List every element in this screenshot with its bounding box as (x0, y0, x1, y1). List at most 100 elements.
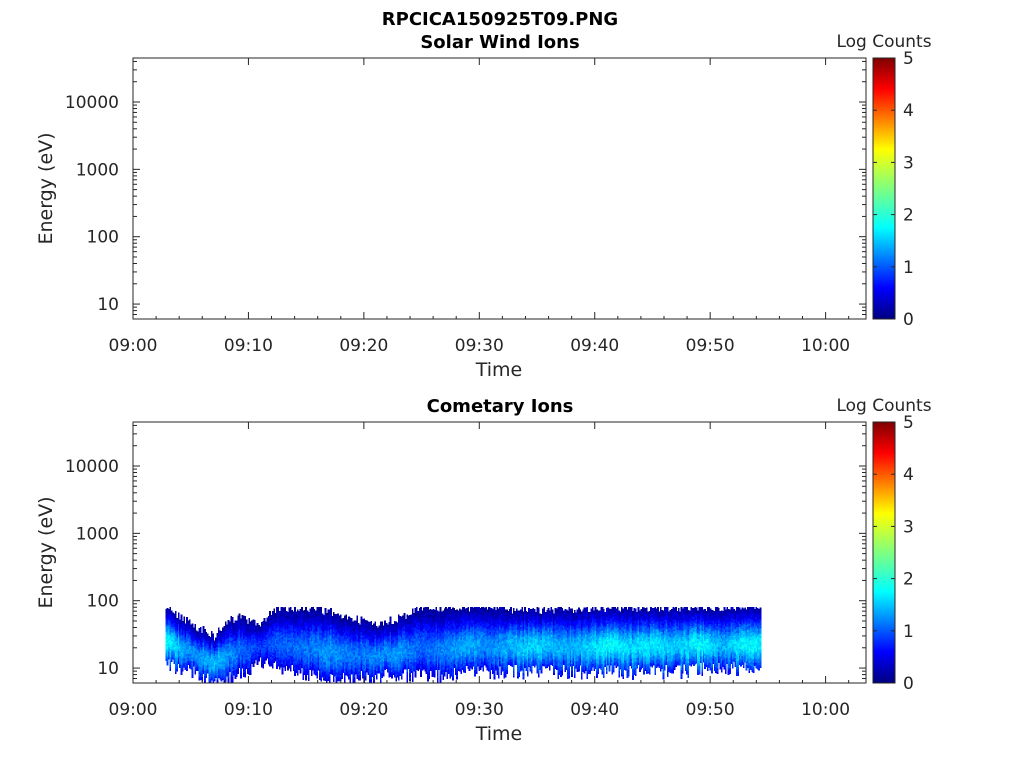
spectrogram-cell (242, 625, 245, 628)
spectrogram-cell (212, 636, 215, 639)
spectrogram-cell (199, 669, 202, 672)
spectrogram-cell (195, 664, 198, 667)
spectrogram-cell (334, 639, 337, 642)
spectrogram-cell (271, 661, 274, 664)
spectrogram-cell (334, 668, 337, 671)
spectrogram-cell (316, 607, 318, 610)
spectrogram-cell (313, 655, 316, 659)
spectrogram-cell (253, 653, 256, 656)
spectrogram-cell (230, 661, 233, 664)
spectrogram-cell (205, 670, 208, 673)
spectrogram-cell (334, 642, 337, 646)
spectrogram-cell (176, 637, 179, 640)
spectrogram-cell (260, 658, 263, 661)
spectrogram-cell (252, 643, 255, 645)
spectrogram-cell (213, 668, 216, 671)
spectrogram-cell (188, 657, 191, 660)
spectrogram-cell (183, 627, 186, 630)
spectrogram-cell (179, 625, 181, 628)
spectrogram-cell (294, 658, 296, 662)
spectrogram-cell (181, 636, 184, 639)
spectrogram-cell (284, 668, 287, 672)
spectrogram-cell (327, 662, 330, 666)
spectrogram-cell (191, 643, 194, 646)
spectrogram-cell (338, 629, 341, 633)
spectrogram-cell (177, 647, 180, 650)
spectrogram-cell (287, 620, 289, 624)
spectrogram-cell (331, 645, 334, 648)
spectrogram-cell (212, 679, 215, 682)
spectrogram-cell (350, 633, 353, 636)
spectrogram-cell (328, 664, 331, 668)
spectrogram-cell (289, 641, 292, 644)
spectrogram-cell (245, 655, 248, 657)
spectrogram-cell (356, 621, 359, 624)
spectrogram-cell (217, 630, 220, 633)
spectrogram-cell (249, 624, 252, 627)
spectrogram-cell (253, 656, 256, 658)
spectrogram-cell (209, 667, 212, 669)
spectrogram-cell (217, 666, 220, 669)
spectrogram-cell (310, 620, 313, 623)
spectrogram-cell (287, 651, 289, 654)
spectrogram-cell (267, 637, 270, 639)
spectrogram-cell (319, 620, 321, 624)
spectrogram-cell (291, 661, 294, 664)
spectrogram-cell (313, 664, 316, 667)
spectrogram-cell (199, 638, 202, 641)
spectrogram-cell (216, 653, 219, 656)
spectrogram-cell (197, 645, 199, 647)
spectrogram-cell (328, 671, 331, 675)
spectrogram-cell (283, 657, 285, 660)
spectrogram-cell (253, 631, 256, 634)
spectrogram-cell (363, 646, 366, 650)
spectrogram-cell (241, 634, 244, 637)
spectrogram-cell (309, 612, 312, 615)
spectrogram-cell (301, 620, 303, 623)
spectrogram-cell (258, 636, 260, 638)
spectrogram-cell (316, 676, 318, 679)
spectrogram-cell (323, 614, 325, 618)
spectrogram-cell (172, 614, 174, 616)
spectrogram-cell (345, 667, 348, 670)
spectrogram-cell (345, 620, 348, 623)
spectrogram-cell (364, 631, 367, 634)
spectrogram-cell (217, 668, 220, 671)
spectrogram-cell (271, 652, 274, 655)
spectrogram-cell (197, 664, 199, 667)
spectrogram-cell (224, 657, 227, 660)
spectrogram-cell (284, 611, 287, 614)
spectrogram-cell (262, 647, 264, 650)
spectrogram-cell (220, 653, 223, 655)
spectrogram-cell (356, 659, 359, 662)
spectrogram-cell (273, 659, 276, 662)
spectrogram-cell (195, 653, 198, 655)
spectrogram-cell (359, 627, 361, 630)
spectrogram-cell (188, 621, 191, 624)
spectrogram-cell (229, 624, 231, 627)
spectrogram-cell (310, 643, 313, 646)
spectrogram-cell (362, 635, 364, 638)
spectrogram-cell (193, 659, 195, 661)
spectrogram-cell (362, 637, 364, 640)
spectrogram-cell (177, 662, 180, 665)
spectrogram-cell (350, 626, 353, 629)
spectrogram-cell (283, 612, 285, 616)
spectrogram-cell (195, 643, 198, 645)
spectrogram-cell (197, 659, 199, 662)
spectrogram-cell (313, 670, 316, 673)
spectrogram-cell (299, 653, 302, 656)
spectrogram-cell (305, 678, 307, 681)
spectrogram-cell (213, 660, 216, 663)
spectrogram-cell (245, 665, 248, 668)
spectrogram-cell (197, 639, 199, 641)
spectrogram-cell (204, 667, 206, 670)
spectrogram-cell (291, 622, 294, 625)
spectrogram-cell (316, 622, 318, 626)
spectrogram-cell (190, 658, 192, 660)
spectrogram-cell (184, 639, 187, 642)
spectrogram-cell (170, 637, 173, 640)
spectrogram-cell (355, 625, 357, 628)
spectrogram-cell (316, 613, 318, 617)
spectrogram-cell (306, 664, 309, 667)
